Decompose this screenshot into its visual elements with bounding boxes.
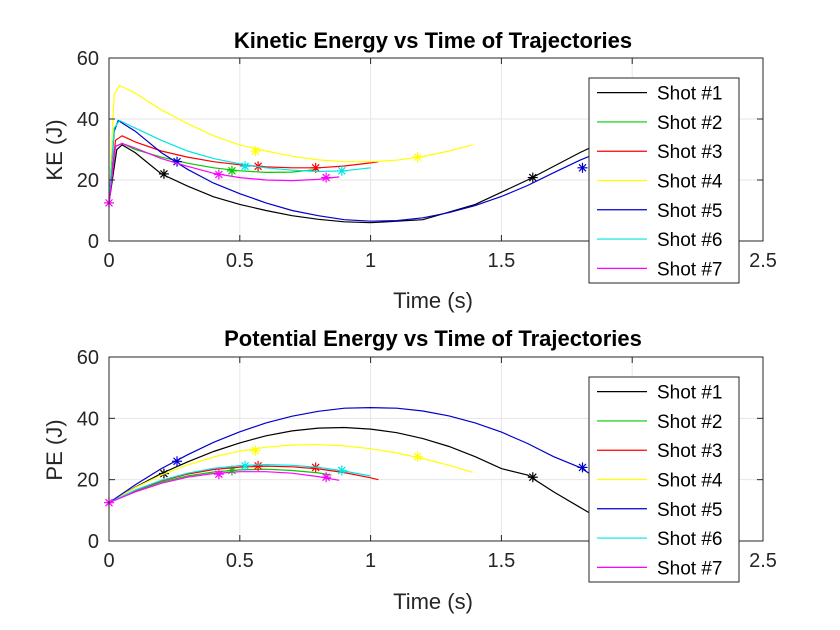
- pe-marker-shot-4: [250, 445, 261, 456]
- pe-chart-title: Potential Energy vs Time of Trajectories: [224, 326, 642, 351]
- ke-legend-label-shot-6: Shot #6: [657, 230, 723, 251]
- ke-legend-label-shot-3: Shot #3: [657, 142, 723, 163]
- ke-y-axis-label: KE (J): [42, 119, 67, 180]
- pe-chart-panel: Potential Energy vs Time of Trajectories…: [42, 326, 777, 614]
- pe-y-tick-label: 60: [77, 347, 99, 369]
- pe-legend-label-shot-4: Shot #4: [657, 471, 723, 492]
- ke-series-line-shot-4: [108, 84, 473, 203]
- ke-x-tick-label: 1: [365, 250, 376, 272]
- pe-y-axis-label: PE (J): [42, 419, 67, 480]
- ke-legend-label-shot-7: Shot #7: [657, 259, 723, 280]
- pe-marker-shot-1: [527, 472, 538, 483]
- ke-y-tick-label: 20: [77, 170, 99, 192]
- ke-y-tick-label: 0: [88, 231, 99, 253]
- ke-legend-label-shot-1: Shot #1: [657, 84, 723, 105]
- pe-marker-shot-3: [253, 460, 264, 471]
- pe-y-tick-label: 0: [88, 531, 99, 553]
- ke-marker-shot-1: [158, 168, 169, 179]
- ke-marker-shot-1: [527, 172, 538, 183]
- pe-legend-label-shot-6: Shot #6: [657, 529, 723, 550]
- ke-x-axis-label: Time (s): [393, 288, 473, 313]
- pe-axes-box: [108, 356, 764, 542]
- ke-chart-title: Kinetic Energy vs Time of Trajectories: [234, 28, 632, 53]
- ke-legend-label-shot-2: Shot #2: [657, 113, 723, 134]
- ke-x-tick-label: 0: [103, 250, 114, 272]
- ke-marker-shot-2: [226, 165, 237, 176]
- pe-legend-label-shot-2: Shot #2: [657, 412, 723, 433]
- ke-series-line-shot-3: [108, 135, 379, 203]
- pe-series-line-shot-1: [108, 426, 607, 524]
- ke-marker-shot-6: [336, 165, 347, 176]
- pe-x-tick-label: 1.5: [487, 550, 515, 572]
- ke-legend-label-shot-4: Shot #4: [657, 172, 723, 193]
- pe-series-line-shot-6: [108, 463, 371, 504]
- pe-marker-shot-4: [412, 451, 423, 462]
- ke-marker-shot-4: [412, 152, 423, 163]
- ke-x-tick-label: 2.5: [749, 250, 777, 272]
- ke-legend-label-shot-5: Shot #5: [657, 201, 723, 222]
- ke-marker-shot-7: [321, 172, 332, 183]
- ke-series-line-shot-6: [108, 119, 371, 203]
- pe-legend: Shot #1 Shot #2 Shot #3 Shot #4 Shot #5 Shot …: [588, 376, 740, 583]
- pe-marker-shot-5: [172, 456, 183, 467]
- ke-marker-shot-4: [250, 146, 261, 157]
- ke-marker-shot-7: [213, 169, 224, 180]
- ke-y-tick-label: 40: [77, 109, 99, 131]
- pe-x-tick-label: 1: [365, 550, 376, 572]
- ke-x-tick-label: 0.5: [226, 250, 254, 272]
- pe-y-tick-label: 20: [77, 470, 99, 492]
- ke-series-line-shot-5: [108, 119, 607, 222]
- ke-chart-panel: Kinetic Energy vs Time of Trajectories T…: [42, 28, 777, 313]
- pe-legend-label-shot-5: Shot #5: [657, 500, 723, 521]
- pe-x-tick-label: 2.5: [749, 550, 777, 572]
- ke-series-line-shot-1: [108, 139, 607, 224]
- ke-marker-shot-5: [577, 162, 588, 173]
- pe-marker-shot-7: [321, 472, 332, 483]
- pe-y-tick-label: 40: [77, 408, 99, 430]
- pe-marker-shot-7: [213, 469, 224, 480]
- ke-marker-shot-6: [240, 161, 251, 172]
- pe-marker-shot-5: [577, 462, 588, 473]
- pe-x-tick-label: 0: [103, 550, 114, 572]
- pe-marker-shot-6: [336, 465, 347, 476]
- ke-series-line-shot-7: [108, 142, 340, 203]
- pe-series-line-shot-5: [108, 406, 607, 504]
- ke-legend: Shot #1 Shot #2 Shot #3 Shot #4 Shot #5 Shot …: [588, 77, 740, 284]
- pe-series-line-shot-7: [108, 471, 340, 504]
- pe-legend-label-shot-1: Shot #1: [657, 383, 723, 404]
- ke-x-tick-label: 1.5: [487, 250, 515, 272]
- ke-axes-box: [108, 57, 764, 242]
- pe-legend-label-shot-3: Shot #3: [657, 441, 723, 462]
- pe-series-line-shot-2: [108, 468, 332, 504]
- pe-x-tick-label: 0.5: [226, 550, 254, 572]
- pe-marker-shot-6: [240, 460, 251, 471]
- pe-x-axis-label: Time (s): [393, 589, 473, 614]
- pe-legend-label-shot-7: Shot #7: [657, 558, 723, 579]
- ke-y-tick-label: 60: [77, 48, 99, 70]
